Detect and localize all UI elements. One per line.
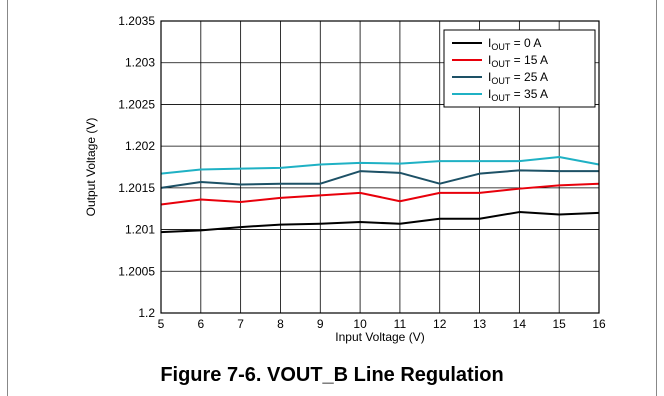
series-line-0 — [161, 212, 599, 232]
series-line-2 — [161, 170, 599, 188]
x-tick-label: 7 — [237, 317, 244, 331]
x-tick-label: 9 — [317, 317, 324, 331]
legend-label-rest: = 25 A — [510, 70, 548, 84]
legend-label-subscript: OUT — [491, 42, 511, 52]
y-tick-label: 1.203 — [125, 56, 155, 70]
y-tick-labels: 1.2 1.2005 1.201 1.2015 1.202 1.2025 1.203 1.20… — [118, 14, 155, 320]
x-tick-label: 5 — [158, 317, 165, 331]
x-tick-label: 6 — [197, 317, 204, 331]
legend-label-rest: = 35 A — [510, 87, 548, 101]
x-tick-label: 10 — [353, 317, 367, 331]
legend-label-subscript: OUT — [491, 93, 511, 103]
x-tick-label: 8 — [277, 317, 284, 331]
y-tick-label: 1.2 — [138, 306, 155, 320]
legend-label-subscript: OUT — [491, 59, 511, 69]
x-axis-title: Input Voltage (V) — [335, 330, 424, 344]
series-line-1 — [161, 184, 599, 205]
x-tick-label: 14 — [513, 317, 527, 331]
x-tick-label: 15 — [553, 317, 567, 331]
legend-label-rest: = 0 A — [510, 36, 541, 50]
y-tick-label: 1.2035 — [118, 14, 155, 28]
y-tick-label: 1.2025 — [118, 97, 155, 111]
legend-label-subscript: OUT — [491, 76, 511, 86]
x-tick-label: 16 — [592, 317, 606, 331]
y-tick-label: 1.2005 — [118, 264, 155, 278]
x-tick-label: 13 — [473, 317, 487, 331]
x-tick-label: 11 — [394, 317, 407, 331]
y-tick-label: 1.201 — [125, 223, 155, 237]
y-tick-label: 1.2015 — [118, 181, 155, 195]
figure-caption: Figure 7-6. VOUT_B Line Regulation — [0, 364, 664, 387]
series-layer — [161, 157, 599, 232]
x-tick-labels: 5 6 7 8 9 10 11 12 13 14 15 16 — [158, 317, 606, 331]
legend-label-rest: = 15 A — [510, 53, 548, 67]
y-tick-label: 1.202 — [125, 139, 155, 153]
y-axis-title: Output Voltage (V) — [84, 118, 98, 217]
x-tick-label: 12 — [433, 317, 447, 331]
